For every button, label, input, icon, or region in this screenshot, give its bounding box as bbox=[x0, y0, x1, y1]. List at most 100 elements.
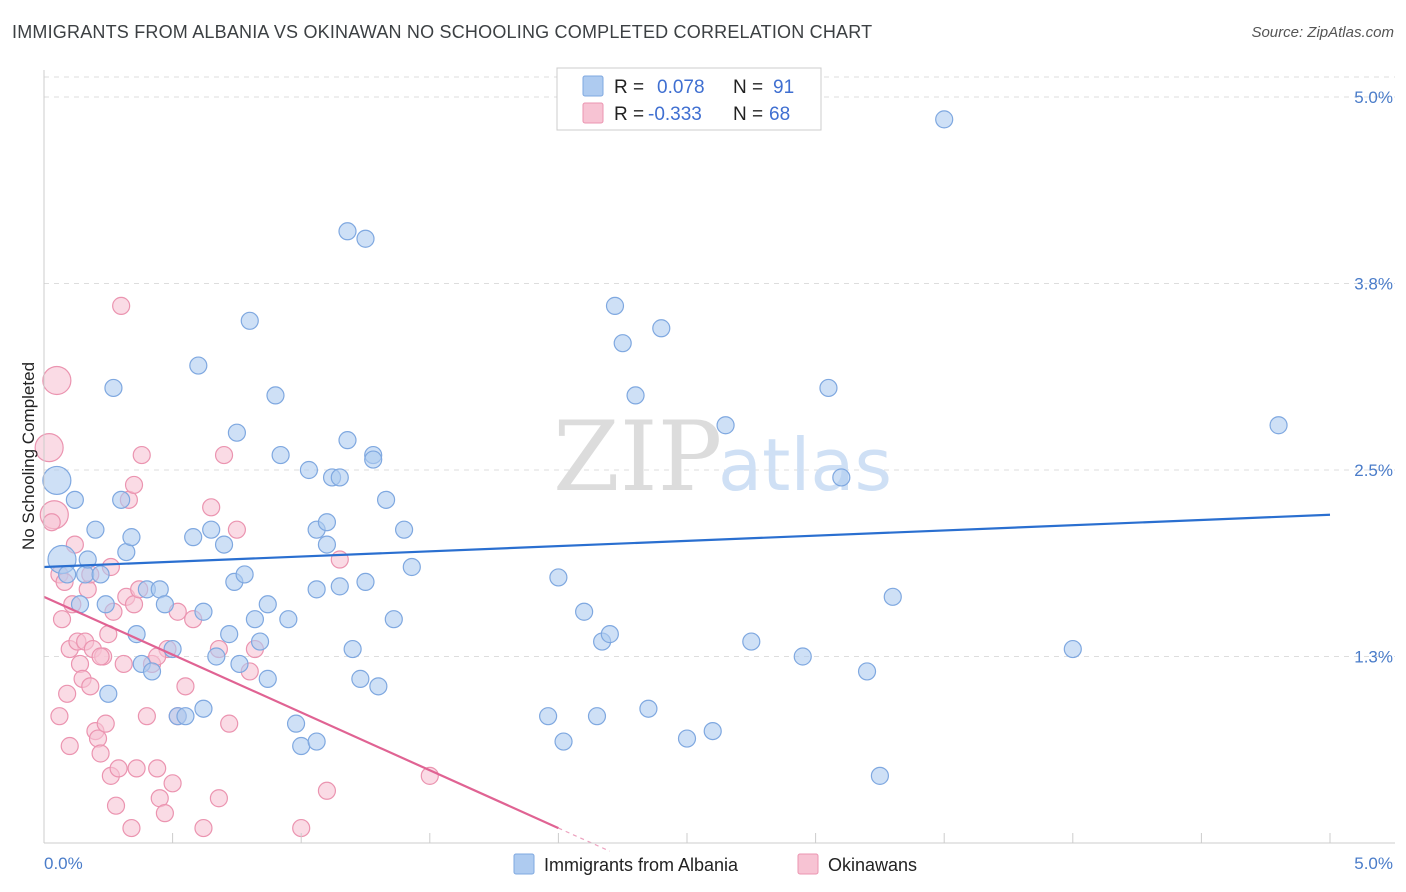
point-albania bbox=[250, 632, 270, 651]
point-okinawans bbox=[58, 684, 77, 703]
point-okinawans bbox=[124, 475, 144, 495]
point-albania bbox=[58, 565, 77, 584]
point-okinawans bbox=[112, 296, 131, 315]
point-okinawans bbox=[137, 707, 156, 726]
point-albania bbox=[65, 490, 84, 509]
correlation-legend: R = 0.078 N = 91 R = -0.333 N = 68 bbox=[556, 67, 822, 131]
point-albania bbox=[189, 356, 208, 375]
point-okinawans bbox=[194, 818, 213, 838]
trend-extension-okinawans bbox=[558, 827, 611, 852]
point-okinawans bbox=[163, 774, 182, 793]
point-okinawans bbox=[60, 736, 79, 756]
y-tick-label: 5.0% bbox=[1354, 88, 1393, 107]
point-albania bbox=[935, 110, 954, 129]
legend-n-value-0: 91 bbox=[773, 77, 794, 98]
chart-title: IMMIGRANTS FROM ALBANIA VS OKINAWAN NO S… bbox=[12, 22, 873, 42]
y-tick-label: 1.3% bbox=[1354, 648, 1393, 667]
point-okinawans bbox=[52, 610, 72, 629]
y-tick-label: 2.5% bbox=[1354, 461, 1393, 480]
point-albania bbox=[112, 490, 131, 509]
legend-n-label-0: N = bbox=[733, 77, 763, 98]
point-albania bbox=[258, 669, 277, 688]
legend-swatch-albania bbox=[582, 75, 604, 97]
point-okinawans bbox=[227, 520, 246, 539]
point-albania bbox=[317, 535, 337, 554]
point-albania bbox=[99, 684, 118, 703]
trend-line-albania bbox=[43, 513, 1331, 569]
point-albania bbox=[286, 714, 306, 733]
point-albania bbox=[227, 423, 246, 442]
point-albania bbox=[600, 625, 619, 644]
point-albania bbox=[832, 468, 851, 487]
point-okinawans bbox=[127, 759, 146, 778]
x-tick-label-max: 5.0% bbox=[1354, 854, 1393, 873]
legend-swatch-okinawans bbox=[582, 102, 604, 124]
point-albania bbox=[155, 595, 174, 614]
point-albania bbox=[258, 595, 277, 614]
legend-n-value-1: 68 bbox=[769, 104, 790, 125]
point-albania bbox=[554, 732, 573, 751]
legend-r-label-0: R = bbox=[614, 77, 644, 98]
legend-r-value-1: -0.333 bbox=[648, 104, 702, 125]
point-albania bbox=[376, 490, 396, 509]
point-albania bbox=[42, 465, 72, 496]
trend-layer bbox=[43, 513, 1331, 852]
point-okinawans bbox=[209, 789, 228, 808]
x-tick-label-min: 0.0% bbox=[44, 854, 83, 873]
points-layer bbox=[34, 110, 1288, 838]
point-okinawans bbox=[106, 796, 126, 815]
point-albania bbox=[394, 520, 414, 539]
point-albania bbox=[91, 565, 110, 584]
point-albania bbox=[220, 625, 239, 644]
point-albania bbox=[184, 528, 203, 547]
point-albania bbox=[338, 431, 357, 450]
point-okinawans bbox=[50, 707, 69, 726]
bottom-legend-label-okinawans: Okinawans bbox=[828, 855, 917, 875]
legend-n-label-1: N = bbox=[733, 104, 763, 125]
point-albania bbox=[343, 639, 362, 659]
point-albania bbox=[626, 386, 645, 405]
point-albania bbox=[587, 707, 607, 726]
watermark-atlas: atlas bbox=[718, 423, 892, 507]
point-albania bbox=[299, 460, 319, 480]
point-okinawans bbox=[91, 647, 110, 666]
point-albania bbox=[716, 416, 735, 435]
point-okinawans bbox=[317, 781, 337, 800]
point-albania bbox=[194, 699, 213, 718]
point-albania bbox=[317, 513, 337, 532]
point-albania bbox=[356, 229, 375, 248]
point-albania bbox=[307, 580, 326, 599]
point-albania bbox=[549, 568, 568, 587]
point-okinawans bbox=[148, 759, 167, 778]
source-label: Source: ZipAtlas.com bbox=[1251, 24, 1394, 41]
point-albania bbox=[76, 565, 95, 584]
point-okinawans bbox=[214, 445, 234, 465]
point-albania bbox=[202, 520, 221, 539]
trend-line-okinawans bbox=[43, 595, 559, 830]
point-albania bbox=[742, 632, 761, 651]
watermark-zip: ZIP bbox=[553, 401, 722, 513]
point-okinawans bbox=[34, 433, 64, 463]
point-okinawans bbox=[81, 677, 100, 696]
bottom-legend-swatch-albania bbox=[513, 853, 535, 875]
point-albania bbox=[605, 296, 625, 315]
point-albania bbox=[793, 647, 812, 666]
point-okinawans bbox=[122, 818, 141, 838]
point-albania bbox=[356, 572, 375, 592]
point-albania bbox=[207, 647, 226, 666]
point-albania bbox=[613, 334, 632, 353]
point-albania bbox=[235, 565, 254, 584]
point-albania bbox=[176, 707, 195, 726]
point-albania bbox=[330, 468, 349, 487]
point-okinawans bbox=[42, 365, 72, 396]
point-albania bbox=[677, 729, 697, 748]
point-albania bbox=[292, 736, 311, 756]
point-albania bbox=[652, 319, 671, 338]
point-okinawans bbox=[70, 654, 90, 674]
point-albania bbox=[575, 602, 594, 621]
point-okinawans bbox=[78, 580, 97, 599]
point-albania bbox=[307, 732, 326, 751]
point-okinawans bbox=[88, 729, 108, 748]
point-albania bbox=[883, 587, 902, 606]
